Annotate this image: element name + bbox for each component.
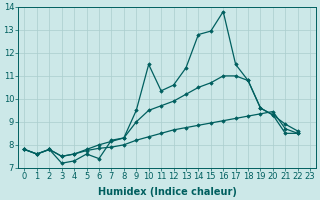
X-axis label: Humidex (Indice chaleur): Humidex (Indice chaleur) xyxy=(98,187,237,197)
